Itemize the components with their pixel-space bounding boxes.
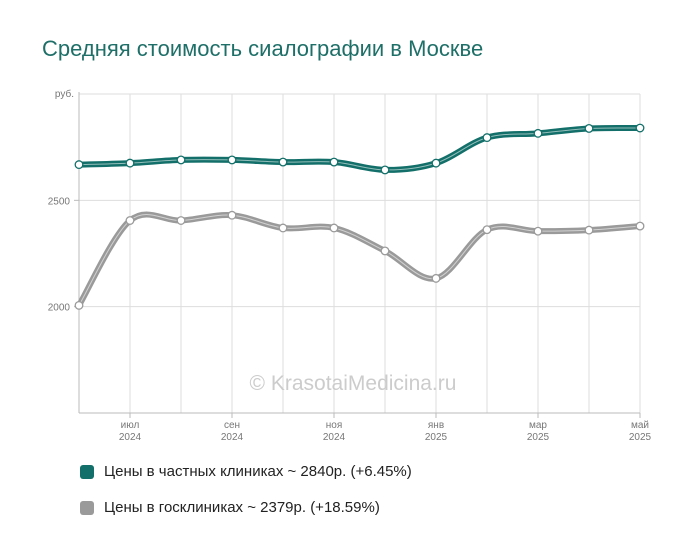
legend-swatch-private: [80, 464, 94, 479]
data-point-series-0: [380, 165, 390, 175]
data-point-series-1: [125, 216, 135, 225]
legend-item-private[interactable]: Цены в частных клиниках ~ 2840р. (+6.45%…: [80, 463, 412, 480]
y-tick-label: 2500: [48, 196, 71, 207]
data-point-series-1: [380, 246, 390, 256]
x-tick-label-year: 2024: [323, 432, 346, 443]
x-tick-label-month: май: [631, 420, 649, 431]
data-point-series-0: [227, 155, 237, 165]
y-tick-label: 2000: [48, 303, 71, 314]
watermark: © KrasotaiMedicina.ru: [250, 372, 457, 395]
series-line-highlight-1: [78, 214, 641, 306]
chart-title: Средняя стоимость сиалографии в Москве: [42, 36, 484, 61]
legend-swatch-public: [80, 500, 94, 515]
x-tick-label-year: 2025: [629, 432, 652, 443]
x-tick-label-year: 2024: [221, 432, 244, 443]
legend-label-public: Цены в госклиниках ~ 2379р. (+18.59%): [104, 499, 380, 516]
x-tick-label-year: 2025: [425, 432, 448, 443]
data-point-series-1: [533, 226, 543, 236]
data-point-series-1: [635, 221, 645, 231]
data-point-series-1: [329, 223, 339, 233]
data-point-series-0: [278, 157, 288, 167]
data-point-series-0: [533, 128, 543, 138]
data-point-series-0: [584, 124, 594, 133]
x-tick-label-month: июл: [121, 420, 140, 431]
data-point-series-0: [329, 157, 339, 167]
legend-label-private: Цены в частных клиниках ~ 2840р. (+6.45%…: [104, 463, 412, 480]
data-point-series-0: [176, 155, 186, 165]
series-line-outer-0: [76, 124, 643, 173]
data-point-series-0: [482, 133, 492, 143]
series-line-outer-1: [76, 211, 643, 309]
x-tick-label-month: ноя: [326, 420, 343, 431]
x-tick-label-year: 2024: [119, 432, 142, 443]
data-point-series-1: [584, 225, 594, 235]
data-point-series-1: [482, 225, 492, 235]
data-point-series-0: [431, 158, 441, 168]
x-tick-label-month: мар: [529, 420, 547, 431]
y-unit-label: руб.: [55, 88, 74, 100]
data-point-series-0: [635, 123, 645, 133]
data-point-series-1: [227, 210, 237, 220]
x-tick-label-year: 2025: [527, 432, 550, 443]
data-point-series-1: [431, 273, 441, 283]
data-point-series-0: [74, 160, 84, 170]
x-tick-label-month: сен: [224, 420, 240, 431]
data-point-series-0: [125, 158, 135, 168]
legend-item-public[interactable]: Цены в госклиниках ~ 2379р. (+18.59%): [80, 499, 380, 516]
data-point-series-1: [278, 223, 288, 233]
data-point-series-1: [74, 300, 84, 310]
data-point-series-1: [176, 216, 186, 225]
x-tick-label-month: янв: [428, 420, 444, 431]
